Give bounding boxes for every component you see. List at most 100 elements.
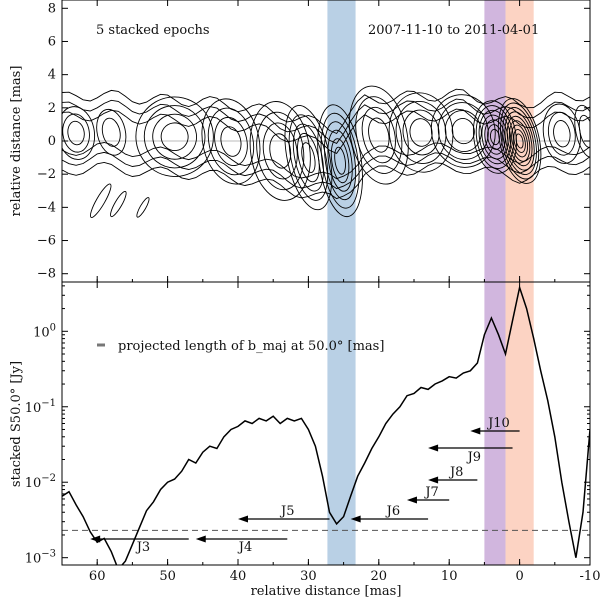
contour-ring: [444, 110, 482, 153]
contour-ring: [324, 121, 357, 201]
top-y-tick-label: 0: [48, 134, 56, 149]
component-arrowhead-j6: [350, 515, 361, 523]
contour-ring: [269, 133, 292, 169]
top-y-tick-label: 4: [48, 68, 56, 83]
contour-ring: [348, 85, 409, 185]
contour-ring: [451, 117, 475, 145]
top-y-tick-label: −4: [37, 200, 56, 215]
component-arrowhead-j4: [195, 535, 206, 543]
x-axis-title: relative distance [mas]: [251, 584, 402, 599]
contour-ring: [368, 117, 390, 153]
contour-ring: [320, 112, 360, 209]
x-tick-label: 10: [441, 569, 458, 584]
bottom-y-tick-label: 10−3: [25, 549, 56, 567]
contour-ring: [62, 106, 96, 160]
contour-ring: [409, 118, 433, 147]
contour-ring: [152, 113, 197, 160]
component-label-j4: J4: [237, 540, 252, 555]
contour-ring: [96, 108, 127, 156]
contour-ring: [262, 122, 298, 180]
contour-ring: [101, 117, 121, 147]
contour-envelope: [62, 98, 590, 190]
component-label-j6: J6: [385, 504, 400, 519]
contour-envelope: [62, 88, 590, 200]
bottom-y-tick-label: 10−1: [25, 398, 56, 416]
contour-ring: [472, 100, 517, 174]
contour-ring: [62, 113, 90, 153]
contour-island: [110, 190, 127, 218]
component-label-j8: J8: [448, 465, 463, 480]
contour-ring: [330, 138, 350, 184]
bottom-y-tick-label: 100: [33, 322, 56, 340]
top-y-tick-label: −8: [37, 267, 56, 282]
x-tick-label: 60: [89, 569, 106, 584]
contour-island: [136, 197, 150, 218]
flux-profile-line: [62, 284, 590, 565]
contour-ring: [542, 103, 581, 164]
contour-ring: [284, 105, 333, 211]
component-arrowhead-j10: [470, 427, 481, 435]
component-arrowhead-j7: [406, 496, 417, 504]
component-label-j5: J5: [279, 504, 294, 519]
axis-ticks: [61, 0, 591, 565]
component-label-j10: J10: [486, 416, 510, 431]
contour-ring: [515, 133, 524, 149]
contour-ring: [475, 105, 515, 169]
top-y-axis-title: relative distance [mas]: [9, 66, 24, 217]
contour-ring: [574, 104, 590, 158]
component-arrowhead-j8: [428, 476, 439, 484]
contour-ring: [288, 114, 329, 201]
axis-tick-labels: 60 50 40 30 20 10 0 -1086420−2−4−6−810−310−210−…: [25, 1, 600, 584]
x-tick-label: 50: [159, 569, 176, 584]
top-annotation-left: 5 stacked epochs: [96, 23, 210, 38]
contour-ring: [502, 106, 537, 176]
jet-contour-map: [62, 85, 590, 218]
contour-ring: [513, 129, 526, 153]
contour-ring: [301, 142, 316, 173]
contour-envelope: [62, 108, 590, 180]
component-arrowhead-j3: [90, 535, 101, 543]
contour-ring: [553, 120, 571, 148]
top-y-tick-label: 2: [48, 101, 56, 116]
top-y-tick-label: −6: [37, 234, 56, 249]
bottom-y-tick-label: 10−2: [25, 473, 56, 491]
contour-ring: [334, 146, 346, 175]
contour-ring: [327, 129, 353, 192]
contour-ring: [478, 109, 512, 165]
contour-ring: [135, 96, 214, 177]
contour-ring: [201, 98, 261, 185]
contour-ring: [497, 98, 542, 184]
contour-ring: [207, 107, 255, 176]
x-tick-label: 30: [300, 569, 317, 584]
legend-text: projected length of b_maj at 50.0° [mas]: [118, 339, 384, 354]
contour-ring: [489, 128, 500, 146]
contour-ring: [437, 102, 489, 160]
x-tick-label: -10: [580, 569, 600, 584]
component-arrowhead-j9: [428, 444, 439, 452]
contour-ring: [160, 122, 189, 152]
contour-ring: [355, 96, 403, 174]
contour-ring: [511, 124, 529, 158]
x-tick-label: 40: [230, 569, 247, 584]
contour-ring: [506, 115, 533, 167]
contour-ring: [317, 104, 363, 218]
component-label-j3: J3: [135, 540, 150, 555]
bottom-y-axis-title: stacked S50.0° [Jy]: [9, 361, 24, 487]
top-y-tick-label: 8: [48, 1, 56, 16]
contour-ring: [402, 109, 440, 156]
contour-ring: [361, 106, 396, 164]
contour-ring: [500, 102, 540, 180]
component-label-j9: J9: [466, 450, 481, 465]
top-annotation-right: 2007-11-10 to 2011-04-01: [368, 23, 539, 38]
contour-ring: [249, 101, 311, 201]
x-tick-label: 0: [515, 569, 523, 584]
contour-ring: [67, 120, 85, 146]
top-y-tick-label: −2: [37, 167, 56, 182]
contour-ring: [547, 111, 576, 156]
top-y-tick-label: 6: [48, 34, 56, 49]
contour-ring: [504, 111, 535, 171]
contour-island: [90, 183, 112, 218]
component-arrowhead-j5: [238, 515, 248, 523]
contour-ring: [214, 116, 248, 166]
